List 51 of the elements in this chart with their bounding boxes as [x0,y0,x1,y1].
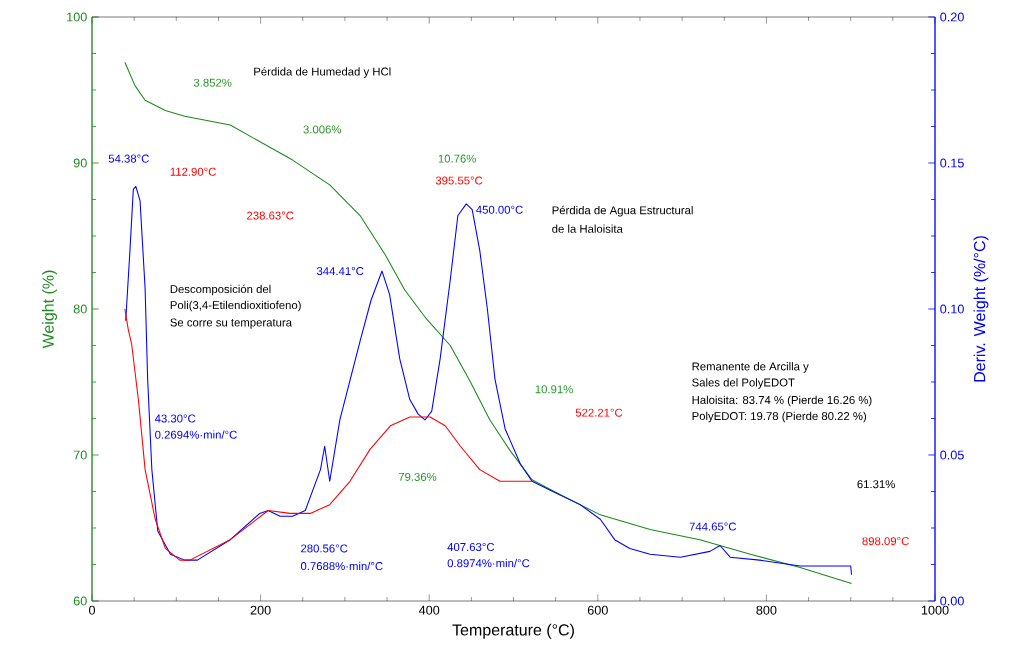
annotation: Poli(3,4-Etilendioxitiofeno) [170,300,301,312]
annotation: Se corre su temperatura [170,318,292,329]
annotation: 407.63°C [447,542,495,551]
annotation: 3.852% [193,78,232,87]
annotation: Haloisita: 83.74 % (Pierde 16.26 %) [692,395,872,407]
annotation: 344.41°C [316,267,364,276]
annotation: Descomposición del [170,284,271,296]
y2-tick-label: 0.00 [940,596,964,606]
annotation: 898.09°C [862,537,909,546]
annotation: Pérdida de Agua Estructural [552,205,693,217]
annotation: de la Haloisita [552,224,623,233]
annotation: 0.7688%·min/°C [300,561,383,571]
y-tick-label: 60 [73,596,87,606]
y2-tick-label: 0.05 [940,450,964,460]
annotation: 522.21°C [575,408,623,417]
annotation: 10.91% [535,385,573,394]
y-tick-label: 100 [67,12,87,22]
annotation: Remanente de Arcilla y [692,362,809,373]
annotation: 0.8974%·min/°C [447,558,530,568]
annotation: 395.55°C [435,176,483,185]
annotation: 238.63°C [247,211,294,220]
annotation: 0.2694%·min/°C [155,430,237,439]
y2-tick-label: 0.20 [940,12,964,22]
annotation: 112.90°C [170,167,216,176]
annotation: 61.31% [857,480,895,489]
annotation: 3.006% [303,125,342,134]
y-tick-label: 70 [73,450,87,460]
y-tick-label: 80 [73,304,87,314]
x-tick-label: 800 [756,605,777,615]
annotation: 79.36% [398,472,437,481]
y-axis-title: Weight (%) [42,270,58,349]
line-series [125,185,853,576]
annotation: 280.56°C [301,544,348,553]
x-tick-label: 400 [418,605,440,615]
annotation: Pérdida de Humedad y HCl [254,67,391,78]
y2-tick-label: 0.10 [940,304,964,314]
x-axis-title: Temperature (°C) [452,623,574,639]
annotation: 450.00°C [476,205,523,214]
annotation: Sales del PolyEDOT [692,378,795,389]
y-tick-label: 90 [73,158,87,168]
x-tick-label: 0 [88,605,96,615]
x-tick-label: 1000 [921,605,949,615]
annotation: 10.76% [438,154,476,163]
y2-tick-label: 0.15 [940,158,964,168]
x-tick-label: 200 [250,605,271,615]
annotation: 744.65°C [689,522,737,531]
y2-axis-title: Deriv. Weight (%/°C) [973,236,989,382]
annotation: 54.38°C [108,154,149,163]
annotation: 43.30°C [154,414,196,423]
annotation: PolyEDOT: 19.78 (Pierde 80.22 %) [692,411,867,423]
x-tick-label: 600 [587,605,608,615]
